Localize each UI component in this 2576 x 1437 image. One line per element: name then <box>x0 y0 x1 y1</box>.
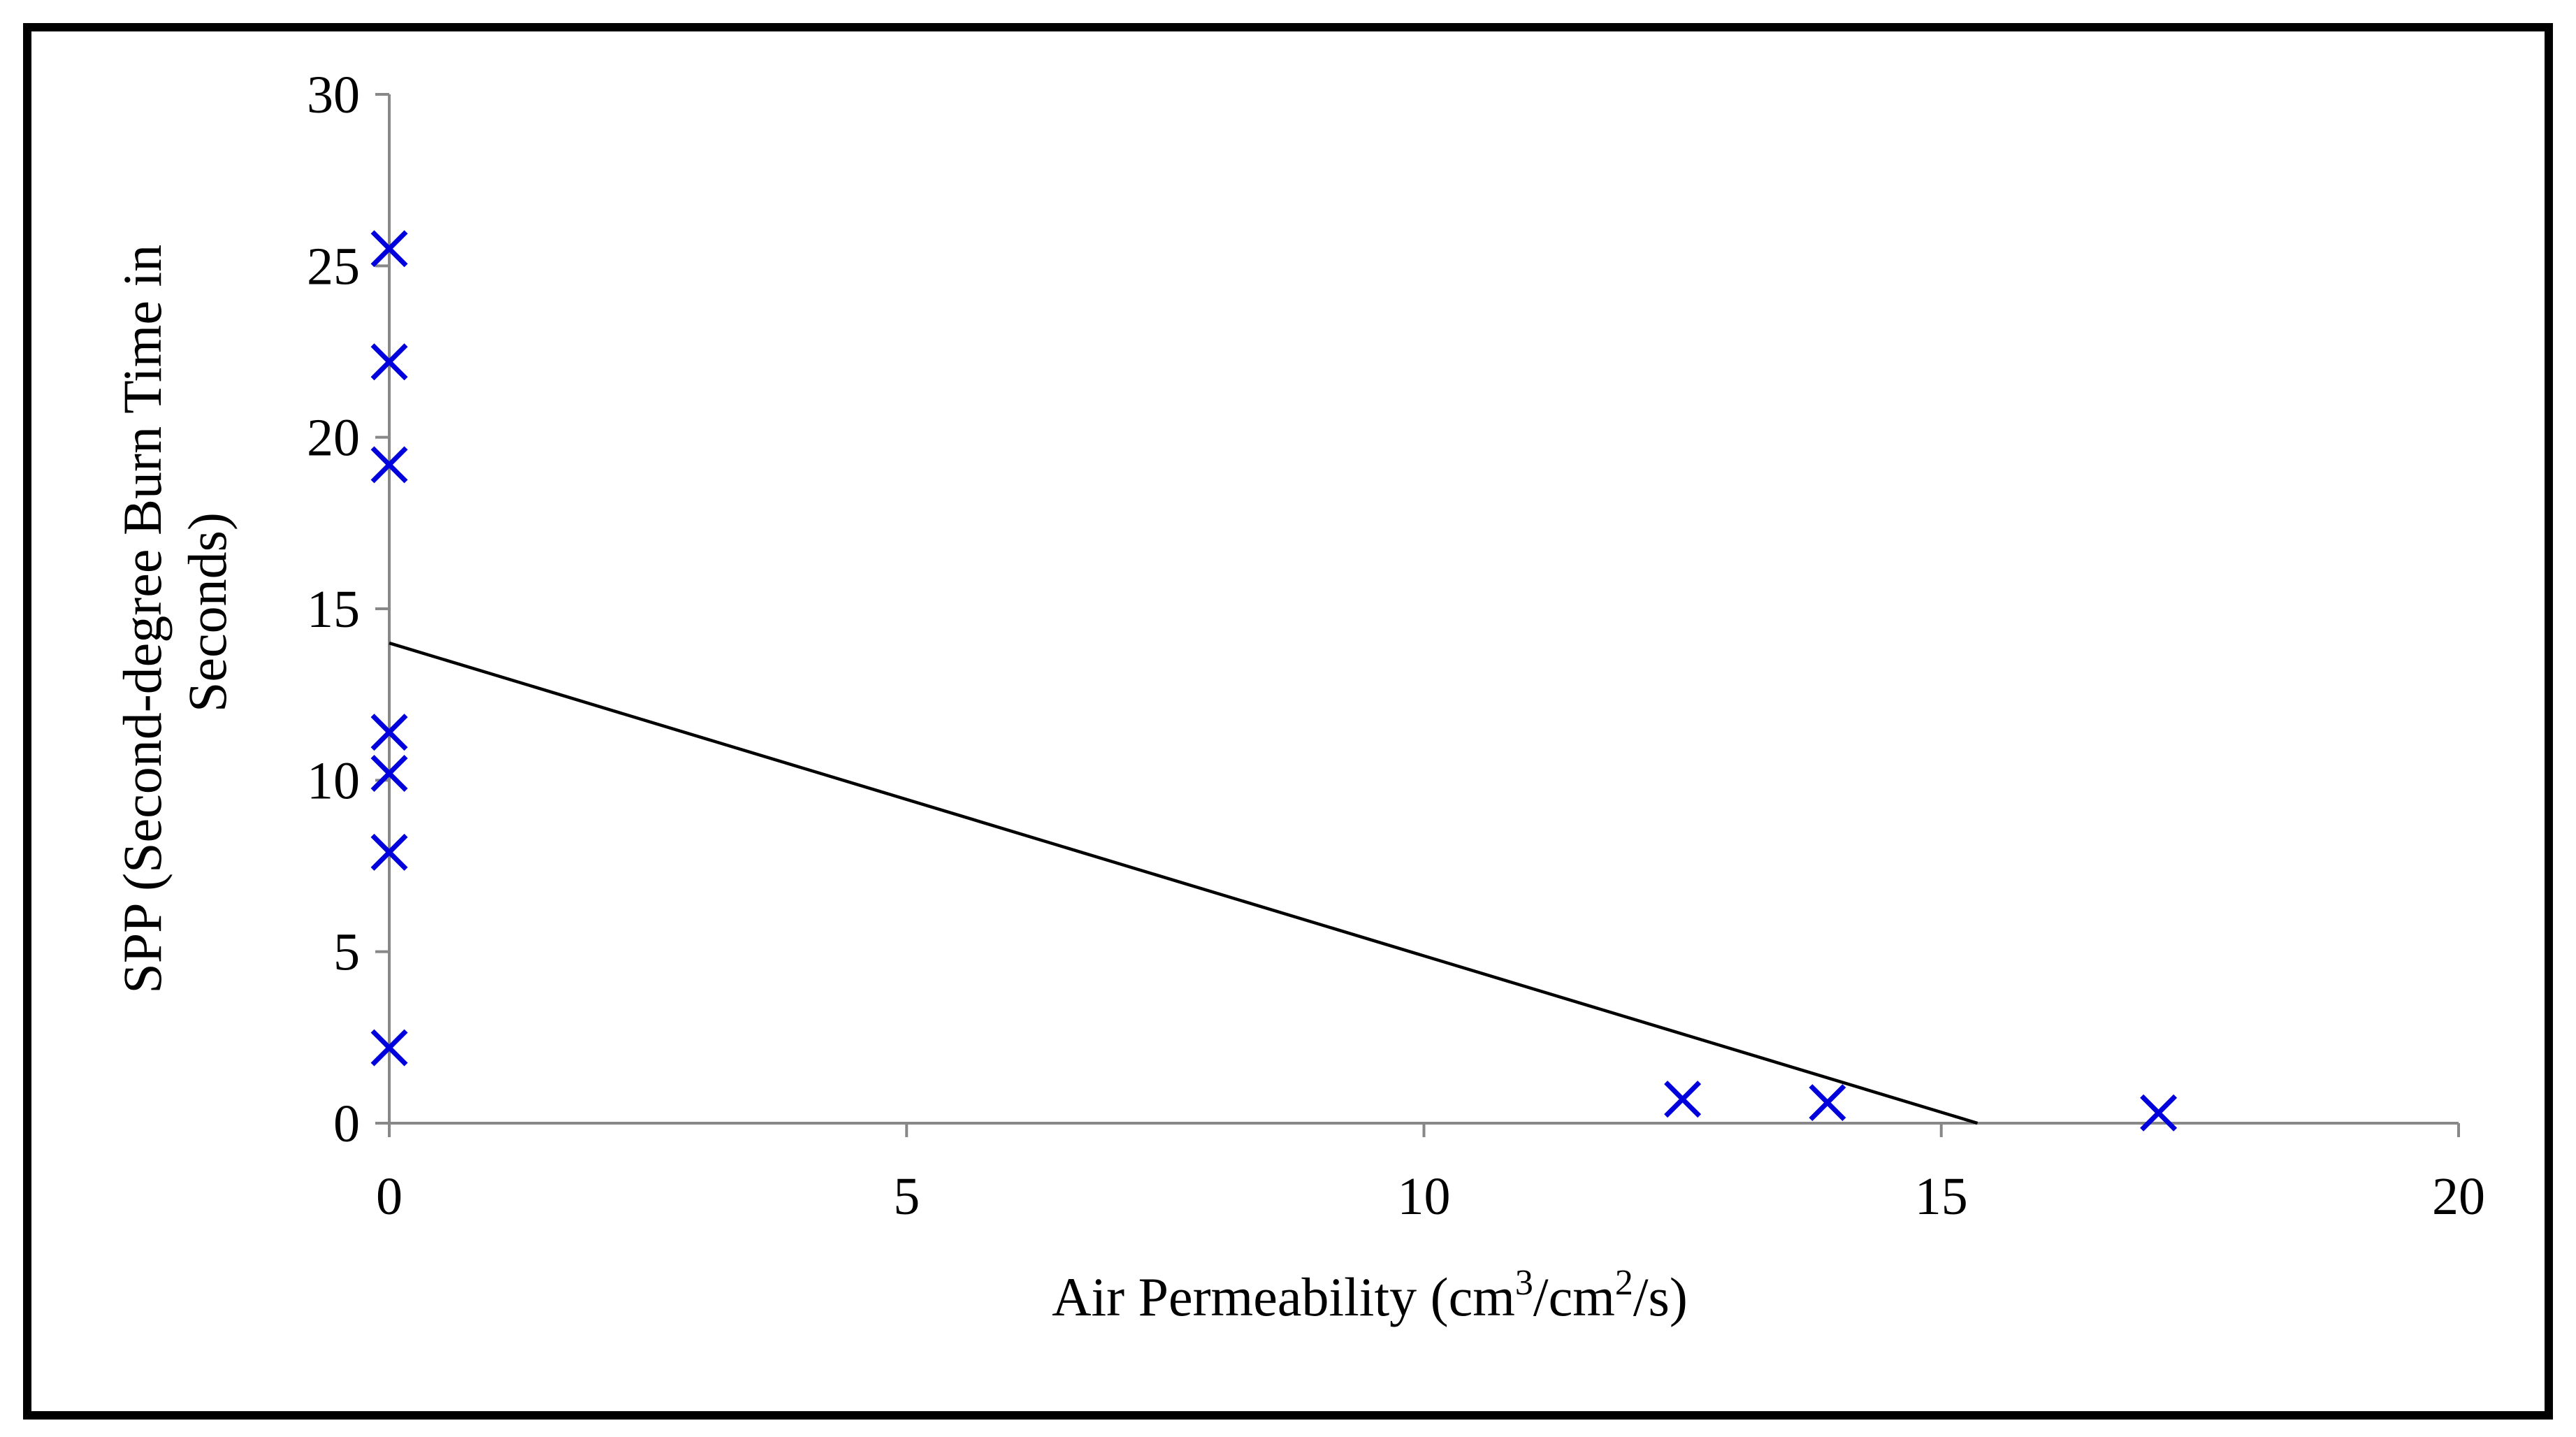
y-tick-label: 10 <box>307 751 360 810</box>
points-layer <box>370 230 2178 1132</box>
data-point <box>1664 1081 1702 1118</box>
x-axis-title-mid: /cm <box>1533 1266 1615 1327</box>
y-tick-label: 5 <box>333 923 360 982</box>
labels-layer: Air Permeability (cm3/cm2/s) SPP (Second… <box>112 231 1688 1327</box>
axes-layer: 0 5 10 15 20 25 30 0 5 10 15 20 <box>307 66 2485 1226</box>
data-point <box>370 343 408 381</box>
data-point-stroke <box>370 1029 408 1067</box>
data-point-stroke <box>370 755 408 792</box>
data-point <box>370 755 408 792</box>
data-point-stroke <box>1664 1081 1702 1118</box>
y-axis-title: SPP (Second-degree Burn Time in Seconds) <box>112 231 238 993</box>
data-point-stroke <box>370 343 408 381</box>
x-tick-label: 20 <box>2432 1167 2485 1226</box>
x-tick-label: 0 <box>376 1167 403 1226</box>
y-tick-label: 30 <box>307 66 360 124</box>
data-point <box>1809 1084 1846 1122</box>
x-axis-title-sup1: 3 <box>1515 1263 1533 1303</box>
x-axis-title: Air Permeability (cm3/cm2/s) <box>1052 1263 1688 1327</box>
data-point <box>370 230 408 268</box>
y-tick-label: 20 <box>307 409 360 468</box>
chart-frame <box>23 23 2553 1420</box>
x-tick-label: 15 <box>1915 1167 1968 1226</box>
data-point-stroke <box>370 446 408 484</box>
data-point <box>370 714 408 751</box>
trendline <box>389 641 1978 1125</box>
x-axis-title-suffix: /s) <box>1633 1266 1688 1327</box>
data-point-stroke <box>1809 1084 1846 1122</box>
y-tick-label: 15 <box>307 580 360 639</box>
trendline-layer <box>389 641 1978 1125</box>
data-point-stroke <box>370 833 408 871</box>
y-tick-label: 0 <box>333 1095 360 1153</box>
y-axis-title-line2: Seconds) <box>177 512 238 712</box>
x-tick-label: 10 <box>1398 1167 1451 1226</box>
data-point <box>2140 1094 2178 1132</box>
x-axis-title-sup2: 2 <box>1615 1263 1633 1303</box>
y-tick-label: 25 <box>307 237 360 296</box>
x-axis-title-prefix: Air Permeability (cm <box>1052 1266 1515 1327</box>
data-point <box>370 446 408 484</box>
y-axis-title-line1: SPP (Second-degree Burn Time in <box>112 245 173 994</box>
data-point-stroke <box>370 714 408 751</box>
data-point-stroke <box>370 230 408 268</box>
x-tick-label: 5 <box>893 1167 920 1226</box>
data-point <box>370 833 408 871</box>
data-point-stroke <box>2140 1094 2178 1132</box>
data-point <box>370 1029 408 1067</box>
